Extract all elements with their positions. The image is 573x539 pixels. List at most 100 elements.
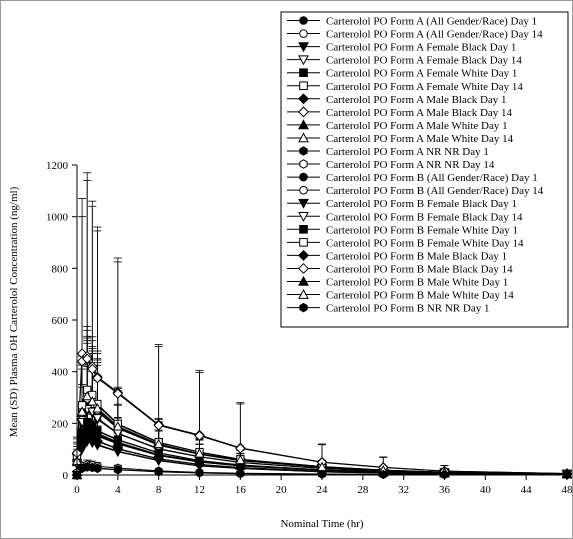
data-point — [87, 423, 98, 434]
data-point — [76, 406, 88, 416]
legend-label: Carterolol PO Form B Male White Day 1 — [326, 277, 508, 289]
legend-item: Carterolol PO Form A Male Black Day 1 — [287, 93, 507, 106]
legend-item: Carterolol PO Form A Female Black Day 14 — [287, 55, 522, 67]
data-point — [76, 437, 88, 448]
legend-label: Carterolol PO Form A Female White Day 14 — [326, 81, 523, 93]
legend-label: Carterolol PO Form A (All Gender/Race) D… — [326, 29, 543, 41]
legend-label: Carterolol PO Form B (All Gender/Race) D… — [326, 185, 544, 197]
legend-marker — [299, 159, 308, 169]
x-tick-label: 32 — [398, 484, 409, 496]
legend-item: Carterolol PO Form B Female Black Day 1 — [287, 198, 517, 210]
y-axis-title: Mean (SD) Plasma OH Carterolol Concentra… — [8, 186, 20, 437]
legend-label: Carterolol PO Form A NR NR Day 1 — [326, 146, 489, 158]
data-point — [92, 372, 103, 384]
legend-label: Carterolol PO Form B Male White Day 14 — [326, 290, 514, 302]
legend-label: Carterolol PO Form B (All Gender/Race) D… — [326, 172, 538, 184]
data-point — [112, 421, 123, 431]
x-tick-label: 4 — [115, 484, 121, 496]
legend-item: Carterolol PO Form B (All Gender/Race) D… — [287, 185, 544, 197]
legend-item: Carterolol PO Form B NR NR Day 1 — [287, 303, 489, 315]
legend-item: Carterolol PO Form B Female Black Day 14 — [287, 211, 523, 223]
x-tick-label: 28 — [357, 484, 369, 496]
legend-marker — [299, 302, 308, 313]
legend-label: Carterolol PO Form A Male White Day 14 — [326, 133, 514, 145]
legend-marker — [299, 238, 308, 247]
legend-item: Carterolol PO Form B (All Gender/Race) D… — [287, 172, 538, 184]
data-point — [82, 353, 93, 364]
legend-item: Carterolol PO Form A Male Black Day 14 — [287, 106, 513, 119]
data-point — [112, 443, 124, 454]
data-point — [112, 388, 124, 399]
x-tick-label: 48 — [562, 484, 573, 496]
data-point — [379, 469, 388, 480]
data-point — [194, 455, 205, 466]
legend-item: Carterolol PO Form B Male White Day 14 — [287, 288, 514, 302]
data-point — [153, 420, 164, 431]
legend-marker — [298, 93, 309, 105]
legend-marker — [298, 262, 309, 274]
legend-marker — [299, 68, 308, 78]
legend-label: Carterolol PO Form B NR NR Day 1 — [326, 303, 489, 315]
legend-marker — [298, 106, 309, 118]
legend-marker — [298, 198, 309, 209]
legend-item: Carterolol PO Form A (All Gender/Race) D… — [287, 29, 543, 41]
data-point — [194, 430, 205, 441]
legend-label: Carterolol PO Form A (All Gender/Race) D… — [326, 16, 537, 28]
legend-item: Carterolol PO Form A Male White Day 14 — [287, 132, 514, 145]
y-tick-label: 600 — [52, 315, 69, 327]
y-tick-label: 200 — [52, 418, 69, 430]
legend-marker — [298, 211, 309, 222]
legend-label: Carterolol PO Form A Female Black Day 1 — [326, 42, 516, 54]
data-point — [235, 443, 246, 454]
x-tick-label: 24 — [317, 484, 329, 496]
x-axis-title: Nominal Time (hr) — [280, 518, 363, 530]
x-tick-label: 8 — [156, 484, 162, 496]
legend-marker — [298, 288, 309, 299]
x-tick-label: 12 — [194, 484, 205, 496]
legend-item: Carterolol PO Form A Male White Day 1 — [287, 119, 508, 132]
data-point — [153, 438, 164, 449]
data-point — [92, 435, 103, 447]
data-point — [76, 429, 88, 440]
legend-label: Carterolol PO Form A NR NR Day 14 — [326, 159, 495, 171]
legend-label: Carterolol PO Form B Female Black Day 14 — [326, 211, 523, 223]
y-tick-label: 1000 — [46, 212, 69, 224]
data-point — [93, 463, 102, 473]
legend-marker — [298, 55, 309, 66]
data-point — [113, 465, 122, 475]
data-point — [194, 448, 205, 458]
legend-marker — [299, 29, 308, 38]
x-tick-label: 36 — [439, 484, 451, 496]
legend-item: Carterolol PO Form A NR NR Day 1 — [287, 146, 489, 158]
legend-item: Carterolol PO Form A Female White Day 14 — [287, 81, 523, 93]
legend-item: Carterolol PO Form A Female Black Day 1 — [287, 42, 516, 54]
legend-item: Carterolol PO Form B Male White Day 1 — [287, 275, 508, 289]
x-tick-label: 40 — [480, 484, 492, 496]
legend-marker — [298, 275, 309, 286]
data-point — [92, 414, 103, 424]
legend-marker — [298, 119, 309, 130]
data-point — [87, 396, 98, 406]
legend-label: Carterolol PO Form A Male Black Day 1 — [326, 94, 507, 106]
legend-item: Carterolol PO Form B Female White Day 1 — [287, 224, 518, 236]
legend-label: Carterolol PO Form B Female Black Day 1 — [326, 198, 517, 210]
legend-marker — [299, 172, 308, 182]
data-point — [92, 427, 103, 438]
y-tick-label: 0 — [63, 470, 69, 482]
data-point — [235, 454, 246, 465]
data-point — [82, 390, 93, 401]
x-tick-label: 16 — [235, 484, 247, 496]
legend-marker — [299, 225, 308, 234]
x-tick-label: 44 — [521, 484, 533, 496]
data-point — [154, 467, 163, 477]
data-point — [112, 436, 123, 447]
legend-marker — [299, 81, 308, 91]
legend-label: Carterolol PO Form A Male Black Day 14 — [326, 107, 513, 119]
data-point — [153, 449, 164, 459]
legend-marker — [298, 249, 309, 261]
legend-item: Carterolol PO Form B Male Black Day 1 — [287, 249, 507, 262]
y-tick-label: 400 — [52, 367, 69, 379]
legend-item: Carterolol PO Form A (All Gender/Race) D… — [287, 16, 537, 28]
legend-label: Carterolol PO Form B Female White Day 1 — [326, 224, 518, 236]
